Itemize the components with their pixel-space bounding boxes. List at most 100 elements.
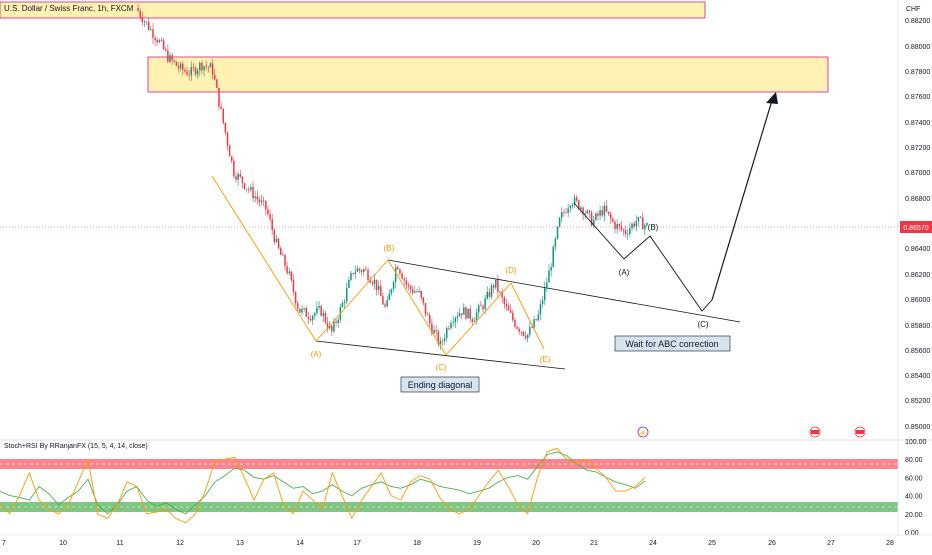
overbought-band [0, 459, 898, 469]
wave-label-b: (B) [384, 244, 395, 253]
candle-body [286, 266, 288, 274]
candle-body [588, 210, 591, 213]
candle-body [537, 314, 540, 321]
candle-body [567, 208, 569, 213]
candle-body [618, 224, 621, 226]
time-tick-label: 27 [827, 540, 835, 547]
candle-body [607, 211, 610, 214]
candle-body [446, 328, 448, 339]
flag-stripe-icon [856, 430, 864, 434]
event-icon[interactable] [637, 426, 649, 438]
candle-body [458, 313, 461, 317]
candle-body [326, 322, 329, 329]
candle-body [292, 279, 295, 292]
candle-body [471, 319, 474, 322]
candle-body [350, 273, 352, 280]
candle-body [224, 122, 227, 133]
candle-body [275, 238, 278, 243]
candle-body [352, 273, 354, 274]
candle-body [480, 305, 482, 307]
candle-body [380, 285, 382, 297]
candle-body [450, 322, 452, 329]
candle-body [343, 301, 346, 303]
candle-body [605, 205, 608, 212]
wave-zigzag [211, 175, 545, 356]
price-tick-label: 0.85400 [905, 373, 930, 380]
candle-body [584, 213, 586, 215]
candle-body [311, 315, 314, 321]
price-tick-label: 0.87400 [905, 120, 930, 127]
candle-body [277, 238, 280, 249]
candle-body [473, 320, 476, 322]
price-tick-label: 0.85200 [905, 398, 930, 405]
candle-body [250, 186, 252, 190]
candle-body [309, 318, 312, 321]
future-label-b: (B) [648, 223, 659, 232]
candle-body [531, 327, 533, 328]
price-tick-label: 0.86400 [905, 246, 930, 253]
candle-body [218, 87, 220, 107]
time-tick-label: 13 [236, 540, 244, 547]
candle-body [199, 62, 201, 71]
candle-body [569, 206, 572, 209]
candle-body [363, 269, 365, 273]
candle-body [561, 212, 563, 218]
candle-body [558, 217, 561, 227]
candle-body [475, 312, 478, 321]
candle-body [407, 284, 410, 286]
wave-label-a: (A) [311, 350, 322, 359]
candle-body [147, 22, 150, 30]
candle-body [456, 316, 459, 318]
candle-body [192, 67, 195, 68]
price-tick-label: 0.85000 [905, 424, 930, 431]
candle-body [590, 212, 593, 226]
candle-body [186, 71, 188, 75]
candle-body [509, 310, 512, 313]
candle-body [369, 279, 371, 283]
time-tick-label: 20 [532, 540, 540, 547]
candle-body [526, 334, 529, 339]
candle-body [356, 268, 359, 272]
candle-body [169, 55, 171, 62]
candle-body [556, 226, 559, 239]
candle-body [469, 308, 471, 320]
oscillator-title: Stoch+RSI By RRanjanFX (15, 5, 4, 14, cl… [4, 443, 148, 450]
candle-body [382, 296, 384, 305]
candle-body [505, 304, 508, 307]
candle-body [416, 291, 418, 293]
candle-body [156, 39, 158, 43]
future-label-c: (C) [697, 320, 708, 329]
event-glyph-icon: ⚡ [639, 429, 646, 437]
candle-body [443, 338, 446, 341]
candle-body [348, 279, 350, 288]
candle-body [360, 270, 363, 273]
candle-body [486, 291, 488, 299]
candle-body [431, 323, 433, 334]
candle-body [262, 200, 265, 202]
candle-body [563, 212, 565, 213]
candle-body [341, 302, 344, 308]
oscillator-axis: 100.00 80.00 60.00 40.00 20.00 0.00 [905, 439, 927, 537]
candle-body [633, 223, 635, 227]
time-tick-label: 28 [886, 540, 894, 547]
candle-body [627, 233, 629, 235]
wave-label-c: (C) [435, 363, 446, 372]
candle-body [624, 230, 627, 235]
candle-body [316, 307, 318, 314]
diagonal-lower-line [315, 340, 566, 370]
candle-body [220, 106, 222, 109]
oscillator-lines [0, 447, 646, 524]
candle-body [233, 160, 235, 177]
flag-stripe-icon [811, 430, 819, 434]
candle-body [637, 216, 640, 222]
candle-body [160, 40, 163, 41]
candle-body [331, 325, 333, 332]
candle-body [599, 210, 601, 216]
abc-correction-label: Wait for ABC correction [625, 339, 718, 349]
candle-body [139, 11, 141, 18]
candle-body [322, 313, 325, 316]
candle-body [190, 67, 193, 76]
price-tick-label: 0.85800 [905, 323, 930, 330]
candle-body [328, 325, 331, 329]
